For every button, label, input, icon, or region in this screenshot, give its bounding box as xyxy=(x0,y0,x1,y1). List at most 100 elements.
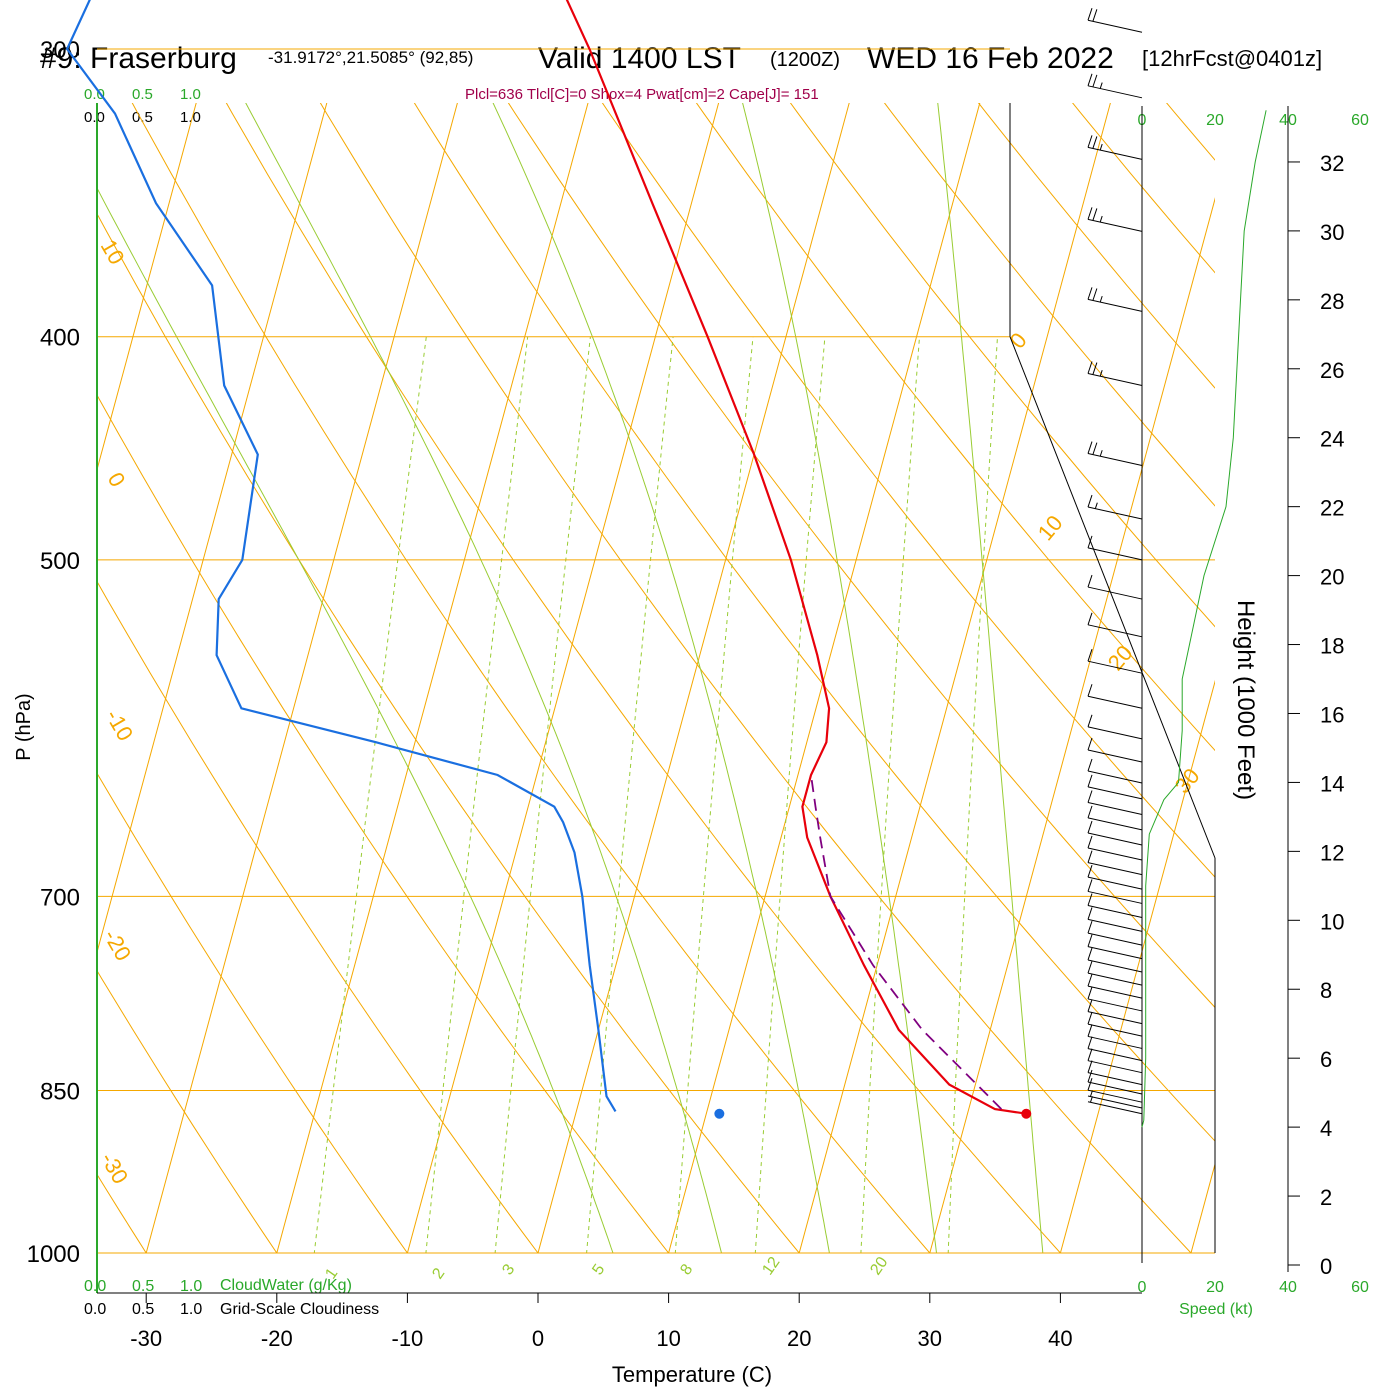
temperature-tick-label: 40 xyxy=(1048,1326,1072,1351)
wind-barb-feather xyxy=(1092,442,1098,455)
dry-adiabat xyxy=(131,103,931,1253)
wind-barb-staff xyxy=(1087,726,1143,740)
wind-barb-staff xyxy=(1087,19,1143,33)
wind-barb-feather xyxy=(1087,850,1093,863)
wind-barb-feather xyxy=(1087,1078,1093,1091)
dry-adiabat xyxy=(97,212,800,1253)
isotherm-line xyxy=(929,197,1215,1253)
wind-barb-staff xyxy=(1087,998,1143,1012)
wind-barb-feather xyxy=(1087,361,1093,374)
speed-tick: 0 xyxy=(1138,1279,1147,1296)
wind-barb-feather xyxy=(1087,790,1093,803)
speed-tick: 20 xyxy=(1206,112,1224,129)
height-tick-label: 26 xyxy=(1320,358,1344,383)
mixing-ratio-line xyxy=(313,336,427,1253)
wind-barb-feather xyxy=(1087,864,1093,878)
wind-barb-feather xyxy=(1087,207,1093,220)
station-coords: -31.9172°,21.5085° (92,85) xyxy=(268,48,473,67)
cloud-scale-top: 0.0 0.5 1.0 0.0 0.5 1.0 xyxy=(84,86,201,126)
wind-barb-feather xyxy=(1087,714,1093,727)
dry-adiabat xyxy=(97,394,670,1253)
wind-barb-staff xyxy=(1087,905,1143,919)
isotherm-label: -10 xyxy=(101,705,139,745)
wind-barb-feather xyxy=(1087,820,1093,834)
temperature-tick-label: -30 xyxy=(130,1326,162,1351)
wind-barb-feather xyxy=(1092,74,1098,88)
wind-barb xyxy=(1087,1090,1143,1109)
sounding-indices: Plcl=636 Tlcl[C]=0 Shox=4 Pwat[cm]=2 Cap… xyxy=(465,86,819,103)
wind-barb-feather xyxy=(1087,879,1093,892)
speed-scale-bottom: 0 20 40 60 Speed (kt) xyxy=(1138,1279,1369,1318)
wind-barb-feather xyxy=(1087,920,1093,934)
wind-barb xyxy=(1087,835,1143,861)
surface-temperature-dot xyxy=(1021,1108,1032,1119)
isotherm-line xyxy=(145,103,458,1253)
height-tick-label: 0 xyxy=(1320,1254,1332,1279)
wind-barb xyxy=(1087,1048,1143,1074)
wind-barb-staff xyxy=(1087,1072,1143,1086)
dry-adiabat xyxy=(1293,0,1400,1348)
wind-barb xyxy=(1087,714,1143,740)
wind-barb xyxy=(1087,574,1143,600)
height-tick-label: 16 xyxy=(1320,702,1344,727)
wind-barb-staff xyxy=(1087,1089,1143,1103)
forecast-info: [12hrFcst@0401z] xyxy=(1142,46,1322,71)
wind-barb xyxy=(1087,441,1143,467)
wind-barb-feather xyxy=(1087,441,1093,454)
wind-barb-feather xyxy=(1087,1036,1093,1049)
wind-barb-feather xyxy=(1087,907,1093,920)
cloudiness-tick: 0.5 xyxy=(132,109,153,126)
parcel-line xyxy=(810,774,1003,1110)
height-tick-label: 30 xyxy=(1320,220,1344,245)
wind-barb xyxy=(1087,790,1143,815)
wind-barb-feather xyxy=(1087,986,1093,1000)
wind-barb-staff xyxy=(1087,1060,1143,1074)
isotherm-line xyxy=(537,103,850,1253)
dry-adiabat xyxy=(97,1173,147,1253)
wind-barb-staff xyxy=(1087,985,1143,999)
wind-barb-feather xyxy=(1087,774,1093,788)
mixing-ratio-label: 3 xyxy=(499,1261,518,1278)
mixing-ratio-label: 12 xyxy=(759,1254,783,1278)
mixing-ratio-line xyxy=(494,336,591,1253)
mixing-ratio-line xyxy=(947,336,998,1253)
wind-barb xyxy=(1087,934,1143,960)
wind-barb-staff xyxy=(1087,817,1143,831)
dry-adiabat xyxy=(789,103,1215,628)
cloudwater-tick: 1.0 xyxy=(180,86,201,103)
pressure-tick-label: 400 xyxy=(40,325,80,352)
wind-barb-staff xyxy=(1087,453,1143,467)
wind-barb xyxy=(1087,893,1143,919)
wind-barb-staff xyxy=(1087,972,1143,986)
wind-barb xyxy=(1087,1078,1143,1103)
wind-barb-feather xyxy=(1087,973,1093,987)
y-axis-label: P (hPa) xyxy=(13,693,35,760)
wind-barb-feather xyxy=(1092,208,1098,221)
dry-adiabat xyxy=(1166,103,1215,161)
cloudwater-tick: 0.0 xyxy=(84,1278,106,1295)
wind-barb xyxy=(1087,820,1143,846)
height-tick-label: 18 xyxy=(1320,634,1344,659)
mixing-ratio-label: 8 xyxy=(677,1261,696,1278)
dry-adiabat xyxy=(507,103,1215,1009)
wind-barb-staff xyxy=(1087,832,1143,846)
mixing-ratio-line xyxy=(754,336,826,1253)
wind-barb-staff xyxy=(1087,586,1143,600)
wind-barb-staff xyxy=(1087,862,1143,876)
wind-barb-staff xyxy=(1087,695,1143,709)
mixing-ratio-label: 2 xyxy=(429,1265,448,1282)
wind-barb-feather xyxy=(1087,287,1093,300)
wind-profile xyxy=(1087,8,1267,1128)
wind-barb xyxy=(1087,960,1143,986)
mixing-ratio-line xyxy=(425,336,529,1253)
wind-barb xyxy=(1087,135,1143,160)
temperature-tick-label: 0 xyxy=(532,1326,544,1351)
cloudiness-tick: 0.0 xyxy=(84,109,105,126)
speed-scale-top: 0 20 40 60 xyxy=(1138,112,1369,129)
dry-adiabat xyxy=(0,0,74,1348)
wind-barb-feather xyxy=(1087,1069,1093,1083)
cloud-scale-bottom: 0.0 0.5 1.0 CloudWater (g/Kg) 0.0 0.5 1.… xyxy=(84,1277,379,1318)
wind-barb-staff xyxy=(1087,1101,1143,1115)
